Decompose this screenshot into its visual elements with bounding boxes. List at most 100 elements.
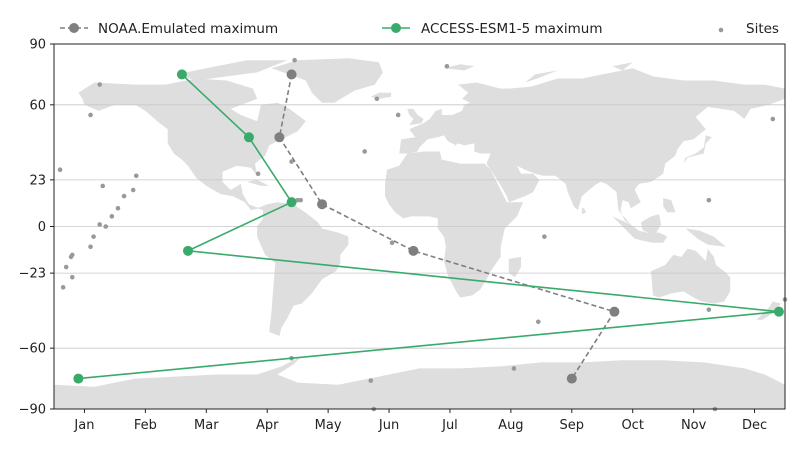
site-point	[130, 187, 136, 193]
series-marker-0	[408, 245, 419, 256]
land-svalbard	[443, 64, 475, 71]
y-tick-label: 90	[29, 38, 46, 53]
x-tick-label: Oct	[621, 418, 643, 433]
land-new-guinea	[685, 228, 727, 247]
site-point	[63, 264, 69, 270]
y-tick-label: −23	[19, 267, 46, 282]
legend-label-sites: Sites	[746, 21, 779, 37]
land-japan	[683, 135, 712, 164]
site-point	[706, 197, 712, 203]
series-marker-0	[274, 132, 285, 143]
x-tick-label: Jul	[441, 418, 458, 433]
land-north-america	[78, 78, 306, 211]
series-marker-1	[176, 69, 187, 80]
site-point	[368, 378, 374, 383]
x-tick-label: Apr	[256, 418, 279, 433]
site-point	[69, 252, 75, 258]
legend: NOAA.Emulated maximum ACCESS-ESM1-5 maxim…	[60, 21, 779, 37]
site-point	[115, 205, 121, 211]
x-tick-label: Mar	[194, 418, 219, 433]
site-point	[535, 319, 541, 325]
site-point	[395, 112, 401, 118]
land-taiwan-phil	[663, 198, 676, 213]
land-south-america	[257, 202, 349, 336]
x-tick-label: Sep	[560, 418, 585, 433]
site-point	[362, 149, 367, 154]
land-indonesia	[612, 216, 668, 243]
series-line-1	[78, 73, 779, 380]
x-tick-label: Feb	[134, 418, 157, 433]
site-point	[97, 222, 102, 227]
land-africa	[385, 151, 524, 298]
series-marker-1	[243, 132, 254, 143]
site-point	[511, 366, 517, 371]
site-point	[109, 214, 115, 219]
site-point	[289, 159, 294, 164]
series-marker-1	[773, 306, 784, 317]
y-tick-label: 23	[29, 173, 46, 188]
sites-series	[57, 57, 788, 412]
site-point	[97, 82, 102, 87]
land-novaya-zemlya	[525, 70, 558, 83]
world-map	[54, 58, 785, 409]
site-point	[133, 173, 139, 179]
legend-marker-sites	[718, 27, 724, 33]
series-marker-1	[73, 373, 84, 384]
land-borneo	[640, 214, 662, 235]
site-point	[292, 57, 297, 63]
series-marker-0	[317, 199, 328, 210]
x-tick-label: Nov	[681, 418, 707, 433]
x-tick-label: Dec	[742, 418, 767, 433]
site-point	[100, 183, 106, 189]
site-point	[69, 274, 75, 280]
site-point	[706, 307, 712, 312]
x-tick-label: Jan	[73, 418, 94, 433]
y-tick-label: 60	[29, 98, 46, 113]
site-point	[88, 244, 93, 250]
site-point	[88, 112, 93, 118]
x-tick-label: May	[315, 418, 342, 433]
y-tick-label: −60	[19, 342, 46, 357]
land-severnaya	[612, 62, 633, 71]
site-point	[91, 234, 96, 239]
site-point	[298, 197, 304, 203]
land-eurasia	[399, 68, 785, 225]
land-greenland	[271, 58, 383, 103]
series-marker-0	[286, 69, 297, 80]
site-point	[389, 240, 395, 246]
site-point	[542, 234, 547, 239]
legend-label-1: ACCESS-ESM1-5 maximum	[421, 21, 603, 37]
series-marker-1	[183, 245, 194, 256]
land-madagascar	[508, 256, 521, 278]
legend-marker-1	[391, 23, 401, 33]
land-sri-lanka	[581, 208, 586, 215]
gridlines	[54, 104, 785, 349]
data-series	[73, 69, 784, 384]
legend-marker-0	[69, 23, 79, 33]
x-tick-label: Aug	[498, 418, 523, 433]
site-point	[121, 193, 127, 199]
x-tick-label: Jun	[378, 418, 399, 433]
axes: −90 −60 −23 0 23 60 90 Jan Feb Mar Apr May Jun Jul Aug…	[19, 38, 786, 433]
series-marker-0	[566, 373, 577, 384]
site-point	[444, 64, 450, 69]
site-point	[60, 285, 66, 290]
site-point	[57, 167, 63, 173]
land-cuba	[246, 179, 270, 186]
land-antarctica	[54, 356, 785, 409]
site-point	[103, 224, 109, 229]
series-marker-1	[286, 197, 297, 208]
y-tick-label: −90	[19, 403, 46, 418]
land-uk	[407, 108, 424, 126]
series-marker-0	[609, 306, 620, 317]
land-australia	[651, 248, 731, 304]
site-point	[374, 96, 380, 102]
site-point	[255, 171, 261, 177]
legend-label-0: NOAA.Emulated maximum	[98, 21, 278, 37]
site-point	[770, 116, 776, 122]
land-arctic-islands	[175, 60, 288, 81]
y-tick-label: 0	[38, 220, 46, 235]
series-line-0	[278, 74, 616, 380]
